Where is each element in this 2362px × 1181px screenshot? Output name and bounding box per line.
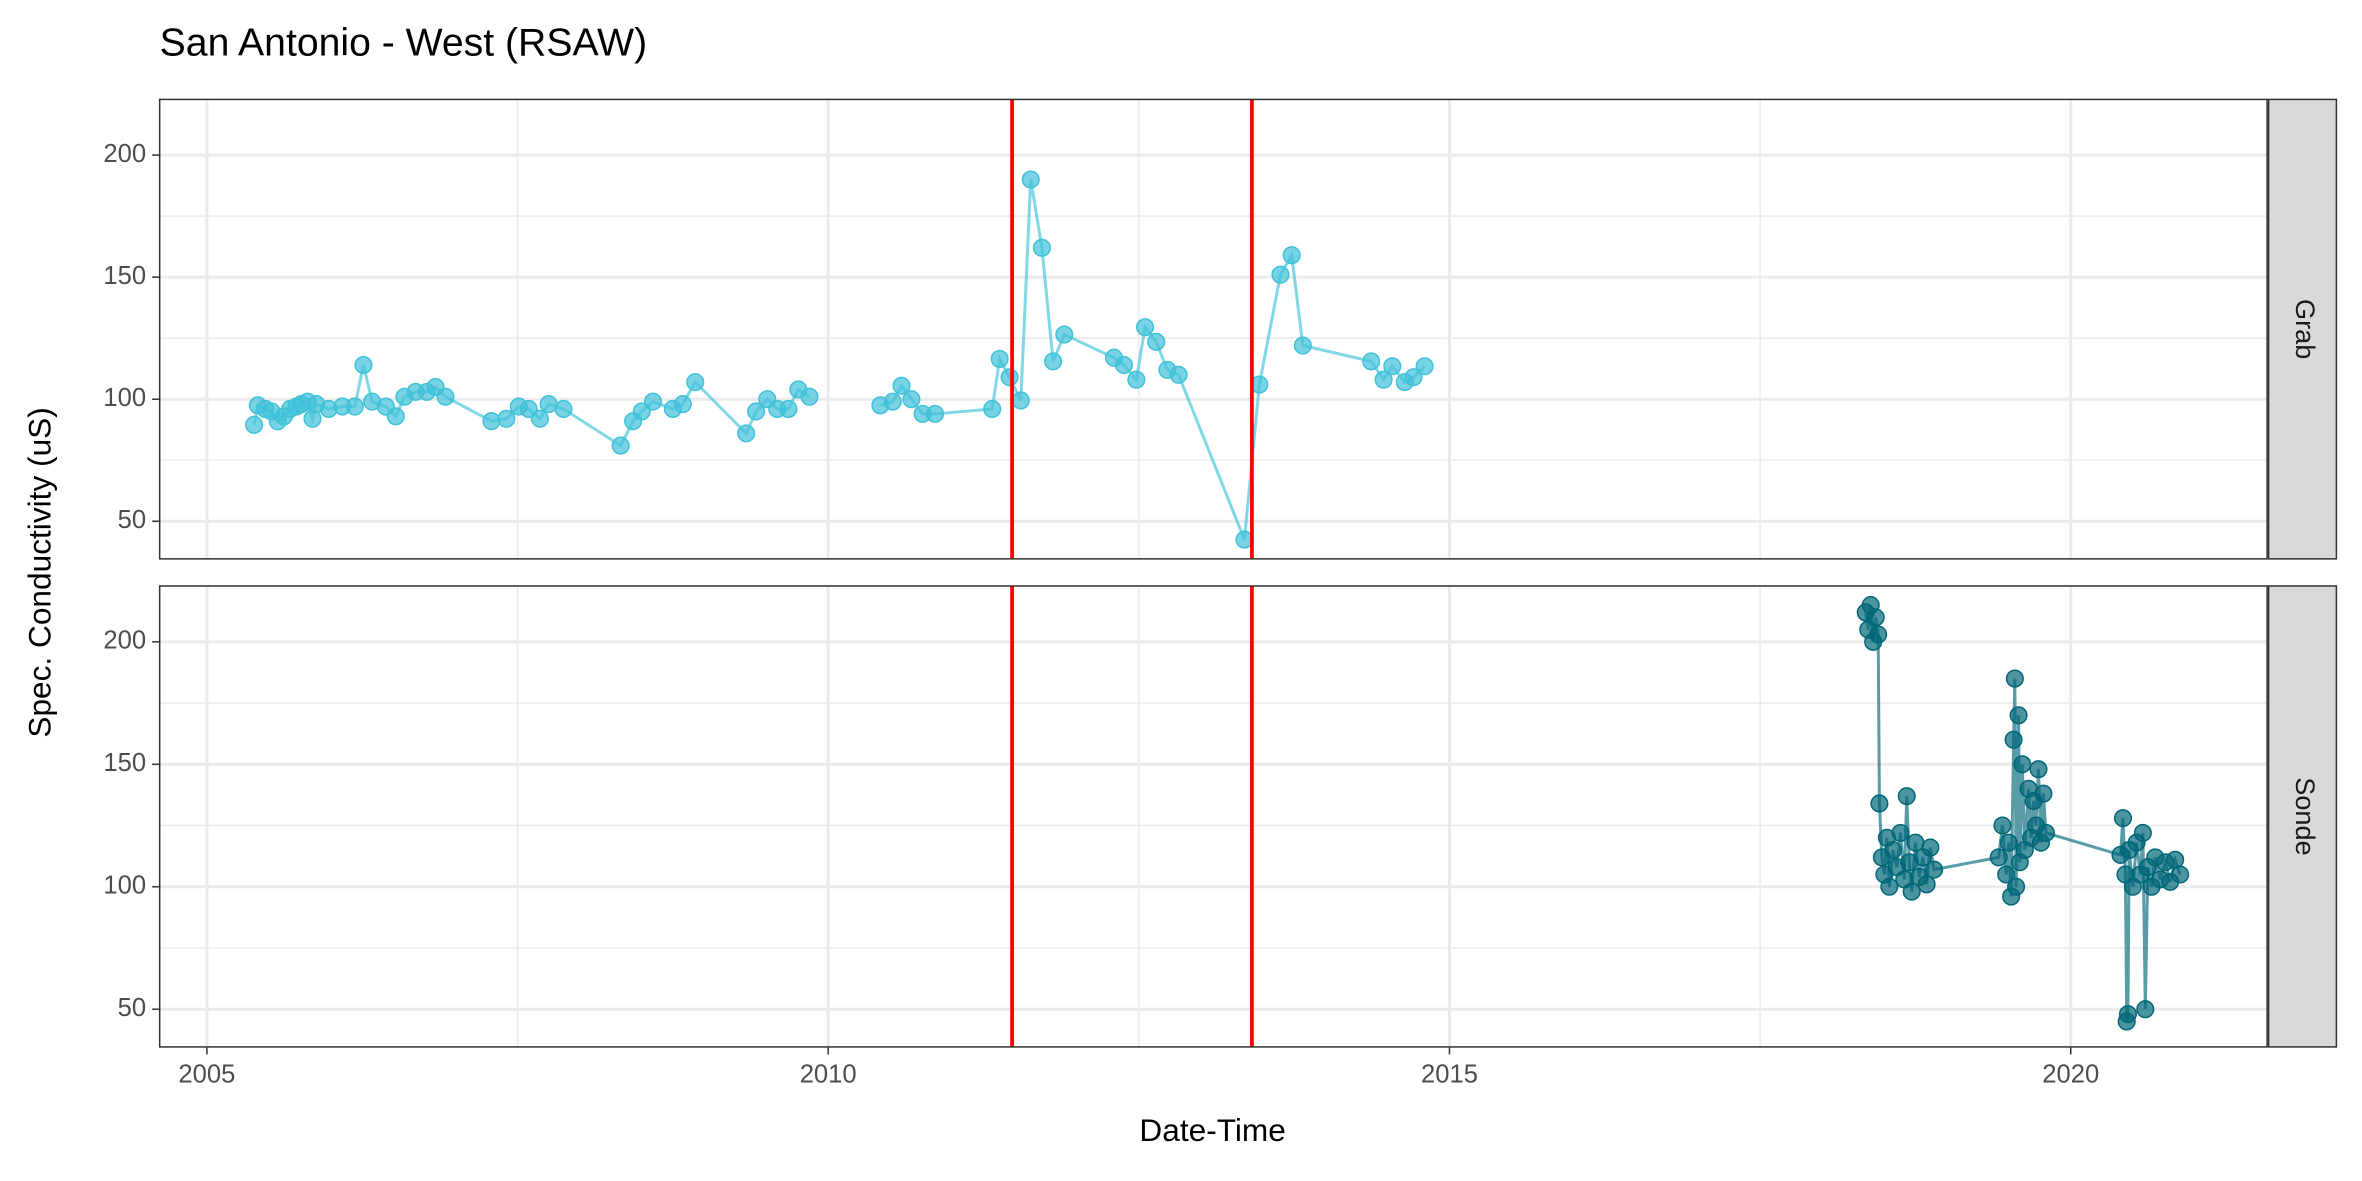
data-point: [2034, 784, 2053, 803]
data-point: [983, 399, 1002, 419]
y-tick-label: 50: [118, 994, 146, 1022]
data-point: [1925, 860, 1944, 879]
data-point: [1282, 246, 1301, 265]
data-point: [2036, 823, 2055, 842]
data-point: [1114, 355, 1133, 375]
chart-title: San Antonio - West (RSAW): [160, 22, 647, 65]
data-point: [1147, 332, 1166, 351]
data-point: [686, 373, 705, 392]
data-point: [2118, 1005, 2137, 1024]
data-point: [1271, 265, 1290, 284]
y-tick-label: 50: [118, 506, 146, 534]
data-point: [1897, 787, 1916, 806]
data-line: [252, 179, 1426, 541]
x-axis-label: Date-Time: [1139, 1112, 1285, 1148]
x-tick-label: 2005: [178, 1060, 235, 1088]
data-point: [1169, 365, 1188, 384]
data-point: [1866, 608, 1885, 627]
strip: [2267, 585, 2338, 1048]
data-point: [2009, 706, 2028, 725]
x-tick-label: 2020: [2042, 1060, 2099, 1088]
data-point: [902, 390, 921, 409]
data-point: [345, 397, 364, 416]
data-point: [883, 392, 902, 411]
data-point: [1374, 370, 1393, 389]
data-point: [354, 355, 373, 375]
panel-border: [158, 585, 2268, 1048]
data-point: [1383, 357, 1402, 376]
data-point: [1055, 325, 1074, 344]
data-point: [436, 387, 455, 406]
data-point: [990, 349, 1009, 368]
data-point: [2004, 730, 2023, 749]
data-point: [2029, 760, 2048, 779]
data-point: [554, 399, 573, 419]
data-point: [530, 409, 549, 428]
data-point: [245, 415, 264, 434]
data-point: [1404, 368, 1423, 387]
data-point: [2113, 809, 2132, 828]
data-point: [779, 399, 798, 419]
data-point: [1127, 370, 1146, 389]
x-tick-label: 2015: [1421, 1060, 1478, 1088]
strip-label: Grab: [2290, 299, 2321, 359]
x-tick-label: 2010: [800, 1060, 857, 1088]
data-point: [1870, 794, 1889, 813]
data-point: [1032, 238, 1051, 257]
data-point: [673, 395, 692, 414]
data-point: [2171, 865, 2190, 884]
data-point: [1917, 875, 1936, 894]
data-point: [2136, 1000, 2155, 1019]
y-tick-label: 200: [103, 627, 146, 655]
data-point: [1011, 391, 1030, 410]
data-point: [2007, 877, 2026, 896]
data-point: [386, 407, 405, 426]
data-point: [1989, 848, 2008, 867]
data-point: [1891, 823, 1910, 842]
data-point: [1415, 357, 1434, 376]
data-point: [1136, 318, 1155, 337]
data-point: [747, 402, 766, 421]
data-point: [1999, 833, 2018, 852]
data-point: [800, 387, 819, 406]
data-point: [1921, 838, 1940, 857]
data-point: [1021, 170, 1040, 189]
data-point: [643, 392, 663, 411]
data-point: [1880, 877, 1899, 896]
y-tick-label: 100: [103, 872, 146, 900]
data-point: [737, 424, 756, 443]
y-tick-label: 150: [103, 749, 146, 777]
y-tick-label: 150: [103, 262, 146, 290]
data-point: [1869, 625, 1888, 644]
data-point: [1997, 865, 2016, 884]
y-axis-label: Spec. Conductivity (uS): [22, 407, 58, 737]
data-point: [1000, 368, 1019, 387]
data-point: [1362, 352, 1381, 371]
data-point: [1293, 336, 1312, 355]
data-point: [2005, 669, 2024, 688]
data-point: [892, 376, 911, 395]
panel-border: [158, 98, 2268, 560]
data-point: [1906, 833, 1925, 852]
data-point: [926, 404, 945, 423]
data-point: [482, 412, 501, 431]
data-point: [539, 395, 558, 414]
data-point: [1884, 840, 1903, 860]
strip: [2267, 98, 2338, 560]
data-point: [2013, 755, 2032, 774]
strip-label: Sonde: [2290, 777, 2321, 855]
data-point: [2133, 823, 2152, 842]
data-point: [303, 409, 322, 428]
data-point: [1902, 882, 1921, 901]
data-point: [1044, 352, 1063, 371]
data-line: [1864, 604, 2182, 1022]
data-point: [1993, 816, 2012, 835]
data-point: [497, 409, 516, 428]
y-tick-label: 200: [103, 140, 146, 168]
data-point: [611, 436, 630, 455]
y-tick-label: 100: [103, 384, 146, 412]
